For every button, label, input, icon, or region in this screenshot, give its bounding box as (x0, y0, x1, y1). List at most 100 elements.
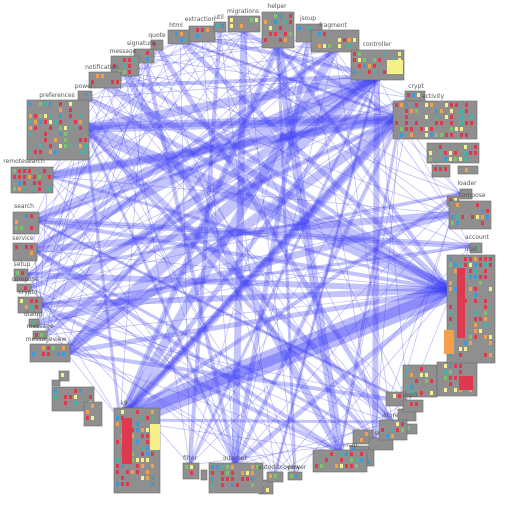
module-node-service[interactable]: service (12, 235, 38, 262)
module-box (200, 469, 208, 481)
class-cell (101, 74, 104, 78)
module-node-store[interactable]: store (378, 412, 408, 441)
module-node-html[interactable]: html (167, 22, 191, 45)
class-cell (18, 169, 21, 173)
class-cell (180, 38, 183, 42)
class-cell (454, 364, 457, 368)
class-cell (430, 379, 433, 383)
module-node-fragment[interactable]: fragment (310, 22, 360, 53)
module-node-remotesearch[interactable]: remotesearch (3, 158, 54, 194)
dependency-edge-thin (243, 31, 451, 291)
class-cell (439, 151, 442, 155)
class-cell (221, 24, 224, 28)
class-cell (279, 26, 282, 30)
module-node-util[interactable]: util (213, 14, 227, 33)
class-cell (146, 440, 149, 444)
module-node-search[interactable]: search (12, 203, 40, 235)
class-cell (459, 370, 462, 374)
module-node-preferences[interactable]: preferences (26, 92, 90, 161)
class-cell (318, 32, 321, 36)
module-node-helper[interactable]: helper (261, 3, 295, 49)
class-cell (29, 150, 32, 154)
module-node[interactable] (352, 429, 374, 445)
class-cell (479, 329, 482, 333)
dependency-edge (105, 74, 378, 88)
module-node-power[interactable]: power (75, 83, 94, 102)
dependency-edge-thin (29, 287, 191, 466)
class-cell (146, 452, 149, 456)
dependency-edge-thin (144, 57, 341, 453)
module-node-message[interactable]: message (110, 48, 140, 77)
module-node-activity[interactable]: activity (392, 93, 478, 140)
module-node-migrations[interactable]: migrations (227, 8, 261, 33)
module-node-account[interactable]: account (465, 234, 490, 254)
module-node-mail[interactable]: mail (446, 246, 496, 364)
class-cell (350, 458, 353, 462)
class-cell (23, 169, 26, 173)
module-node-crypto[interactable]: crypto (17, 289, 43, 314)
class-cell (338, 44, 341, 48)
class-cell (284, 20, 287, 24)
module-node-message_left[interactable]: message (27, 323, 54, 340)
dependency-edge-thin (47, 175, 393, 423)
module-label: message (110, 48, 137, 55)
class-cell (59, 102, 62, 106)
class-cell (340, 452, 343, 456)
class-cell (383, 52, 386, 56)
large-class-cell (457, 268, 465, 338)
module-node-compose_left[interactable]: compose (11, 276, 39, 293)
module-node[interactable] (385, 391, 407, 407)
dependency-edge-thin (201, 37, 393, 423)
class-cell (465, 103, 468, 107)
dependency-edge-thin (39, 304, 393, 423)
module-node-messageview[interactable]: messageview (26, 336, 71, 363)
class-cell (449, 376, 452, 380)
module-node-filter[interactable]: filter (182, 455, 200, 480)
class-cell (49, 126, 52, 130)
module-node-dialog[interactable]: dialog (24, 311, 42, 328)
module-node[interactable] (51, 386, 95, 412)
module-node[interactable] (58, 370, 70, 382)
module-node[interactable] (402, 364, 438, 398)
dependency-edge-thin (29, 39, 181, 289)
class-cell (454, 388, 457, 392)
module-node-quote[interactable]: quote (148, 32, 166, 51)
module-node[interactable] (200, 469, 208, 481)
module-node-pop3[interactable]: pop3 (402, 392, 424, 413)
dependency-edge (188, 75, 379, 466)
module-node[interactable] (431, 164, 451, 178)
class-cell (407, 93, 410, 97)
dependency-edge-thin (124, 71, 376, 441)
module-node-power_bottom[interactable]: power (287, 464, 307, 481)
class-cell (358, 52, 361, 56)
module-node-setup[interactable]: setup (14, 261, 31, 282)
module-label: crypto (18, 289, 37, 296)
dependency-edge-thin (87, 75, 378, 99)
module-node-notification[interactable]: notification (85, 64, 122, 89)
module-node[interactable] (83, 401, 103, 427)
module-node-compose_right[interactable]: compose (448, 192, 492, 230)
module-node-imap[interactable]: imap (312, 442, 368, 473)
class-cell (410, 373, 413, 377)
module-node[interactable] (51, 379, 61, 387)
dependency-edge-thin (105, 49, 336, 87)
class-cell (29, 120, 32, 124)
module-node-loader[interactable]: loader (458, 180, 478, 200)
module-node[interactable] (426, 142, 480, 164)
dependency-edge-thin (37, 29, 221, 324)
module-node[interactable] (457, 165, 479, 175)
class-cell (136, 428, 139, 432)
dependency-edge (117, 115, 403, 423)
module-node-internet[interactable]: internet (208, 455, 264, 494)
module-node-k9[interactable]: k9 (113, 400, 161, 494)
module-node-autodiscovery[interactable]: autodiscovery (258, 464, 301, 483)
dependency-edge (115, 279, 455, 431)
dependency-edge-thin (144, 57, 413, 99)
module-node-extraction[interactable]: extraction (185, 16, 216, 43)
class-cell (69, 144, 72, 148)
class-cell (74, 395, 77, 399)
class-cell (226, 465, 229, 469)
dependency-edge-thin (124, 71, 191, 466)
dependency-edge-thin (27, 274, 67, 353)
class-cell (274, 20, 277, 24)
